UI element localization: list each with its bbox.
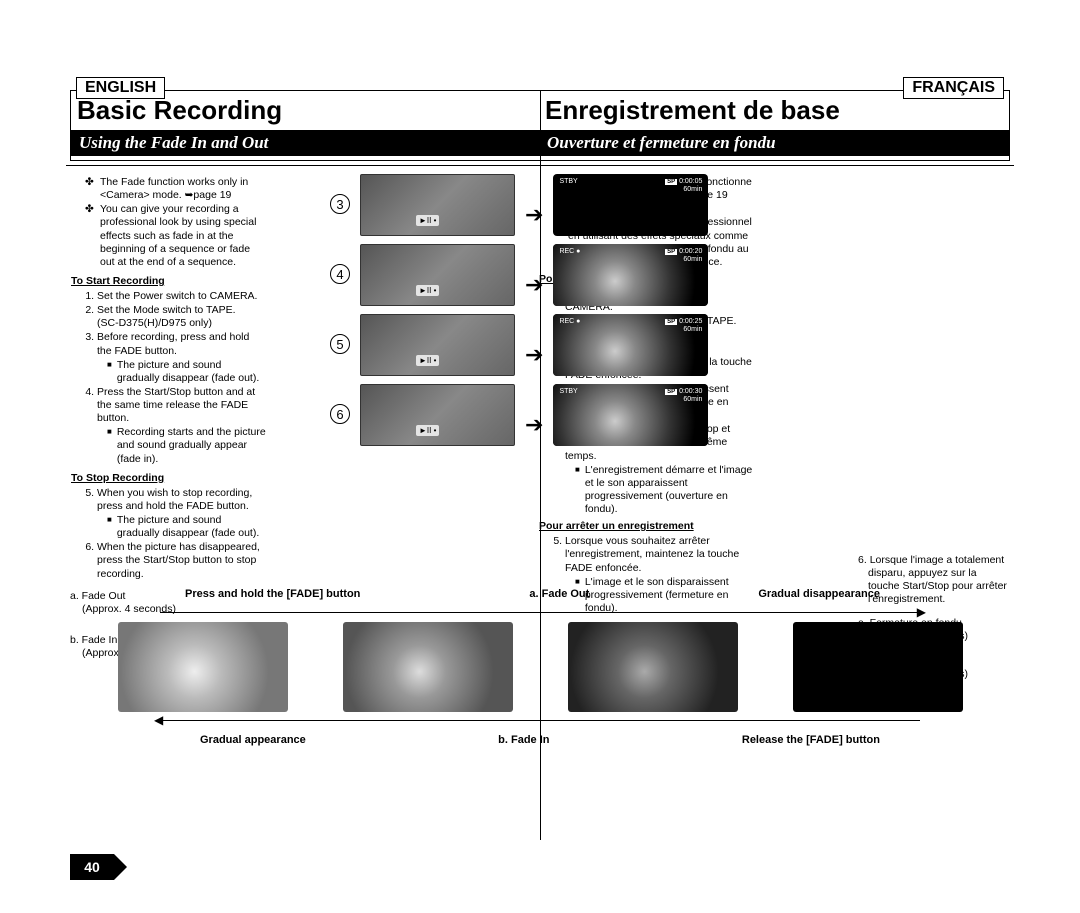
fade-frame — [793, 622, 963, 712]
page-number-badge: 40 — [70, 854, 114, 880]
en-step5: When you wish to stop recording, press a… — [97, 487, 266, 541]
title-en: Basic Recording — [71, 91, 541, 126]
camera-illustration — [360, 314, 515, 376]
en-step2: Set the Mode switch to TAPE.(SC-D375(H)/… — [97, 304, 266, 330]
manual-page: ENGLISH FRANÇAIS Basic Recording Using t… — [70, 90, 1010, 840]
arrow-icon: ➔ — [525, 202, 543, 228]
fade-frame — [568, 622, 738, 712]
diagram-column: 3 ➔ STBYSP 0:00:0560min 4 ➔ REC ●SP 0:00… — [330, 174, 810, 454]
arrow-right — [160, 606, 920, 620]
fade-frame — [118, 622, 288, 712]
arrow-left — [160, 714, 920, 728]
camera-illustration — [360, 244, 515, 306]
intro-en-1: The Fade function works only in <Camera>… — [100, 176, 266, 202]
arrow-icon: ➔ — [525, 342, 543, 368]
column-english: Basic Recording Using the Fade In and Ou… — [71, 91, 541, 156]
strip-label: Press and hold the [FADE] button — [185, 588, 360, 600]
en-step6: When the picture has disappeared, press … — [97, 541, 266, 580]
lcd-screen-4: STBYSP 0:00:3060min — [553, 384, 708, 446]
lcd-screen-1: STBYSP 0:00:0560min — [553, 174, 708, 236]
strip-label: Release the [FADE] button — [742, 734, 880, 746]
strip-label: Gradual appearance — [200, 734, 306, 746]
subtitle-en: Using the Fade In and Out — [71, 130, 541, 156]
arrow-icon: ➔ — [525, 412, 543, 438]
fade-sequence-strip: Press and hold the [FADE] button a. Fade… — [70, 588, 1010, 746]
step-circle-6: 6 — [330, 404, 350, 424]
body-en: ✤The Fade function works only in <Camera… — [71, 175, 266, 582]
lcd-screen-2: REC ●SP 0:00:2060min — [553, 244, 708, 306]
strip-label: a. Fade Out — [529, 588, 589, 600]
strip-label: Gradual disappearance — [758, 588, 880, 600]
en-step3: Before recording, press and hold the FAD… — [97, 331, 266, 385]
subtitle-fr: Ouverture et fermeture en fondu — [539, 130, 1009, 156]
intro-en-2: You can give your recording a profession… — [100, 203, 266, 269]
camera-illustration — [360, 384, 515, 446]
column-francais: Enregistrement de base Ouverture et ferm… — [539, 91, 1009, 156]
en-step4: Press the Start/Stop button and at the s… — [97, 386, 266, 466]
step-circle-4: 4 — [330, 264, 350, 284]
step-circle-5: 5 — [330, 334, 350, 354]
start-heading-en: To Start Recording — [71, 275, 266, 288]
lcd-screen-3: REC ●SP 0:00:2560min — [553, 314, 708, 376]
en-step1: Set the Power switch to CAMERA. — [97, 290, 266, 303]
stop-heading-en: To Stop Recording — [71, 472, 266, 485]
camera-illustration — [360, 174, 515, 236]
stop-heading-fr: Pour arrêter un enregistrement — [539, 520, 757, 533]
header-bar: ENGLISH FRANÇAIS Basic Recording Using t… — [70, 90, 1010, 161]
arrow-icon: ➔ — [525, 272, 543, 298]
step-circle-3: 3 — [330, 194, 350, 214]
fade-frame — [343, 622, 513, 712]
title-fr: Enregistrement de base — [539, 91, 1009, 126]
strip-label: b. Fade In — [498, 734, 549, 746]
